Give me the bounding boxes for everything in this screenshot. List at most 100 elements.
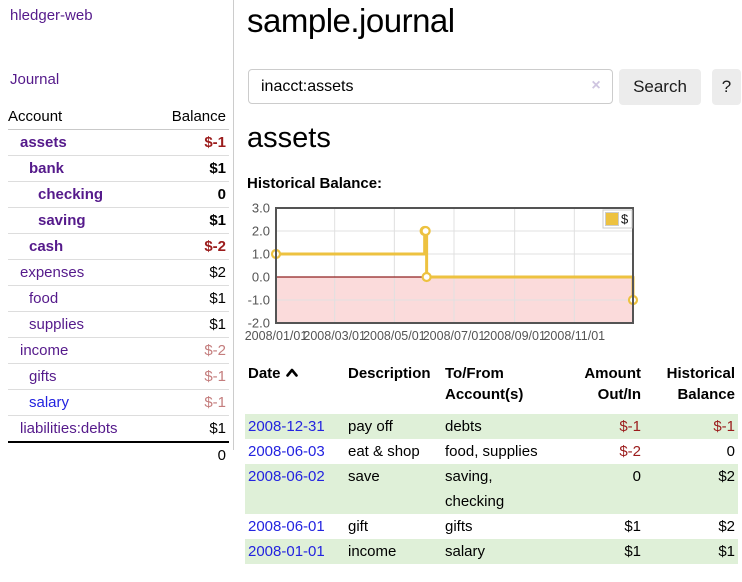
x-axis-tick-label: 2008/09/01 [483, 329, 546, 343]
transaction-accounts: gifts [445, 518, 473, 535]
account-balance: $1 [153, 415, 229, 443]
x-axis-tick-label: 2008/03/01 [303, 329, 366, 343]
y-axis-tick-label: 0.0 [252, 270, 270, 285]
account-balance: $-1 [153, 389, 229, 416]
legend-swatch [605, 212, 619, 226]
transaction-description: pay off [348, 418, 393, 435]
y-axis-tick-label: -2.0 [248, 316, 270, 331]
account-link[interactable]: food [29, 290, 59, 307]
account-link[interactable]: assets [20, 134, 67, 151]
transaction-accounts: salary [445, 543, 486, 560]
account-link[interactable]: liabilities:debts [20, 420, 118, 437]
account-balance: $1 [153, 311, 229, 338]
x-axis-tick-label: 2008/11/01 [543, 329, 605, 343]
account-row: income $-2 [8, 337, 229, 364]
transaction-date-link[interactable]: 2008-01-01 [248, 543, 325, 560]
account-balance: $-1 [153, 129, 229, 156]
accounts-total-row: 0 [8, 441, 229, 468]
account-link[interactable]: salary [29, 394, 70, 411]
account-row: gifts $-1 [8, 363, 229, 390]
transaction-accounts: saving, checking [445, 468, 505, 510]
account-balance: $1 [153, 207, 229, 234]
data-point-marker [420, 225, 431, 237]
account-row: liabilities:debts $1 [8, 415, 229, 443]
plot-border [275, 207, 634, 324]
accounts-total-value: 0 [153, 441, 229, 468]
transaction-amount: $-1 [619, 418, 641, 435]
transaction-accounts: food, supplies [445, 443, 538, 460]
account-balance: $-2 [153, 233, 229, 260]
help-button[interactable]: ? [712, 69, 741, 105]
transaction-balance: $2 [718, 518, 735, 535]
transaction-date-link[interactable]: 2008-06-02 [248, 468, 325, 485]
transaction-date-link[interactable]: 2008-12-31 [248, 418, 325, 435]
transaction-amount: $1 [624, 543, 641, 560]
transaction-date-link[interactable]: 2008-06-03 [248, 443, 325, 460]
account-row: saving $1 [8, 207, 229, 234]
transaction-description: income [348, 543, 397, 560]
accounts-column-header: To/From Account(s) [445, 365, 524, 403]
transaction-date-link[interactable]: 2008-06-01 [248, 518, 325, 535]
register-row: 2008-06-03 eat & shop food, supplies $-2 0 [245, 439, 738, 464]
transaction-balance: 0 [726, 443, 735, 460]
account-balance: $-2 [153, 337, 229, 364]
y-axis-tick-label: 3.0 [252, 201, 270, 216]
sidebar-divider [233, 0, 234, 450]
account-balance: $-1 [153, 363, 229, 390]
transaction-description: gift [348, 518, 369, 535]
account-row: bank $1 [8, 155, 229, 182]
page-title: sample.journal [247, 2, 455, 39]
legend-label: $ [621, 212, 629, 227]
transaction-amount: 0 [632, 468, 641, 485]
transaction-description: eat & shop [348, 443, 420, 460]
transaction-amount: $-2 [619, 443, 641, 460]
transaction-balance: $2 [718, 468, 735, 485]
date-header-label: Date [248, 365, 281, 382]
x-axis-tick-label: 2008/07/01 [423, 329, 486, 343]
x-axis-tick-label: 2008/01/01 [245, 329, 308, 343]
transaction-amount: $1 [624, 518, 641, 535]
balance-column-header: Historical Balance [666, 365, 735, 403]
account-link[interactable]: supplies [29, 316, 85, 333]
account-row: checking 0 [8, 181, 229, 208]
register-row: 2008-01-01 income salary $1 $1 [245, 539, 738, 564]
account-link[interactable]: expenses [20, 264, 85, 281]
account-row: expenses $2 [8, 259, 229, 286]
y-axis-tick-label: 1.0 [252, 247, 270, 262]
transaction-balance: $-1 [713, 418, 735, 435]
account-balance: $1 [153, 285, 229, 312]
account-row: food $1 [8, 285, 229, 312]
account-row: assets $-1 [8, 129, 229, 156]
x-axis-tick-label: 2008/05/01 [363, 329, 426, 343]
account-row: cash $-2 [8, 233, 229, 260]
transaction-balance: $1 [718, 543, 735, 560]
amount-column-header: Amount Out/In [584, 365, 641, 403]
account-link[interactable]: cash [29, 238, 64, 255]
search-input[interactable] [248, 69, 613, 104]
clear-search-icon[interactable]: × [591, 77, 601, 94]
account-row: supplies $1 [8, 311, 229, 338]
account-balance: $1 [153, 155, 229, 182]
register-row: 2008-06-02 save saving, checking 0 $2 [245, 464, 738, 514]
description-column-header: Description [348, 365, 431, 382]
y-axis-tick-label: 2.0 [252, 224, 270, 239]
account-row: salary $-1 [8, 389, 229, 416]
account-link[interactable]: gifts [29, 368, 57, 385]
search-button[interactable]: Search [619, 69, 701, 105]
account-link[interactable]: income [20, 342, 69, 359]
chart-title: Historical Balance: [247, 175, 383, 192]
sort-ascending-icon [285, 368, 298, 377]
account-link[interactable]: saving [38, 212, 86, 229]
sidebar-accounts-header-row: Account Balance [8, 104, 229, 130]
account-balance: $2 [153, 259, 229, 286]
account-balance: 0 [153, 181, 229, 208]
sidebar-accounts-table: Account Balance assets $-1 bank $1 checking 0… [8, 104, 229, 468]
transaction-description: save [348, 468, 380, 485]
account-link[interactable]: bank [29, 160, 65, 177]
sidebar-item-journal[interactable]: Journal [10, 71, 60, 88]
date-column-header[interactable]: Date [245, 363, 345, 414]
account-link[interactable]: checking [38, 186, 104, 203]
balance-column-header: Balance [153, 104, 229, 130]
register-row: 2008-06-01 gift gifts $1 $2 [245, 514, 738, 539]
app-title[interactable]: hledger-web [10, 7, 93, 24]
